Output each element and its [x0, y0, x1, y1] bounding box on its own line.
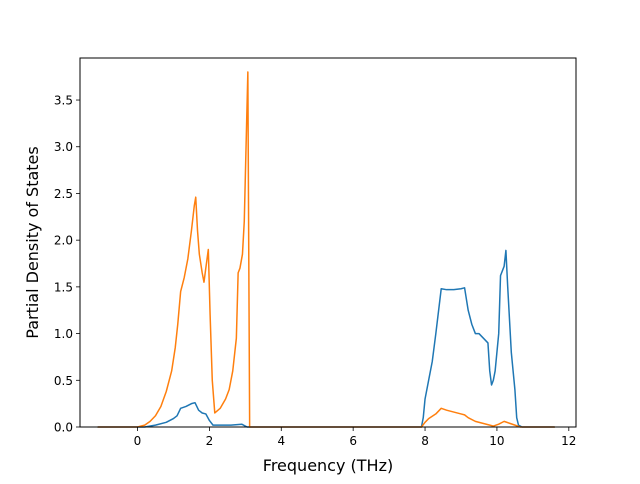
x-tick-label: 10 — [489, 434, 504, 448]
x-tick-label: 4 — [277, 434, 285, 448]
y-tick-label: 1.0 — [54, 327, 73, 341]
series-layer — [97, 71, 556, 428]
x-axis-ticks: 0 2 4 6 8 10 12 — [134, 427, 576, 448]
x-tick-label: 0 — [134, 434, 142, 448]
y-axis-ticks: 0.0 0.5 1.0 1.5 2.0 2.5 3.0 3.5 — [54, 94, 80, 435]
y-tick-label: 3.0 — [54, 140, 73, 154]
x-tick-label: 12 — [561, 434, 576, 448]
x-tick-label: 6 — [349, 434, 357, 448]
x-tick-label: 8 — [421, 434, 429, 448]
x-tick-label: 2 — [206, 434, 214, 448]
y-tick-label: 2.0 — [54, 234, 73, 248]
series-line-1 — [97, 249, 556, 428]
plot-frame — [79, 57, 577, 428]
y-tick-label: 0.0 — [54, 421, 73, 435]
series-line-2 — [97, 71, 556, 428]
y-tick-label: 3.5 — [54, 94, 73, 108]
x-axis-label: Frequency (THz) — [263, 456, 393, 475]
y-axis-label: Partial Density of States — [23, 146, 42, 338]
y-tick-label: 2.5 — [54, 187, 73, 201]
y-tick-label: 1.5 — [54, 280, 73, 294]
y-tick-label: 0.5 — [54, 374, 73, 388]
